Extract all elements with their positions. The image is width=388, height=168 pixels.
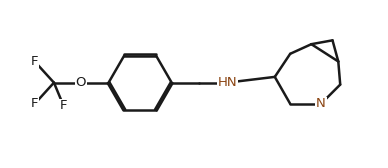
Text: F: F: [60, 99, 67, 112]
Text: O: O: [76, 76, 86, 89]
Text: HN: HN: [217, 76, 237, 89]
Text: N: N: [316, 97, 326, 110]
Text: F: F: [31, 97, 38, 110]
Text: F: F: [31, 55, 38, 68]
